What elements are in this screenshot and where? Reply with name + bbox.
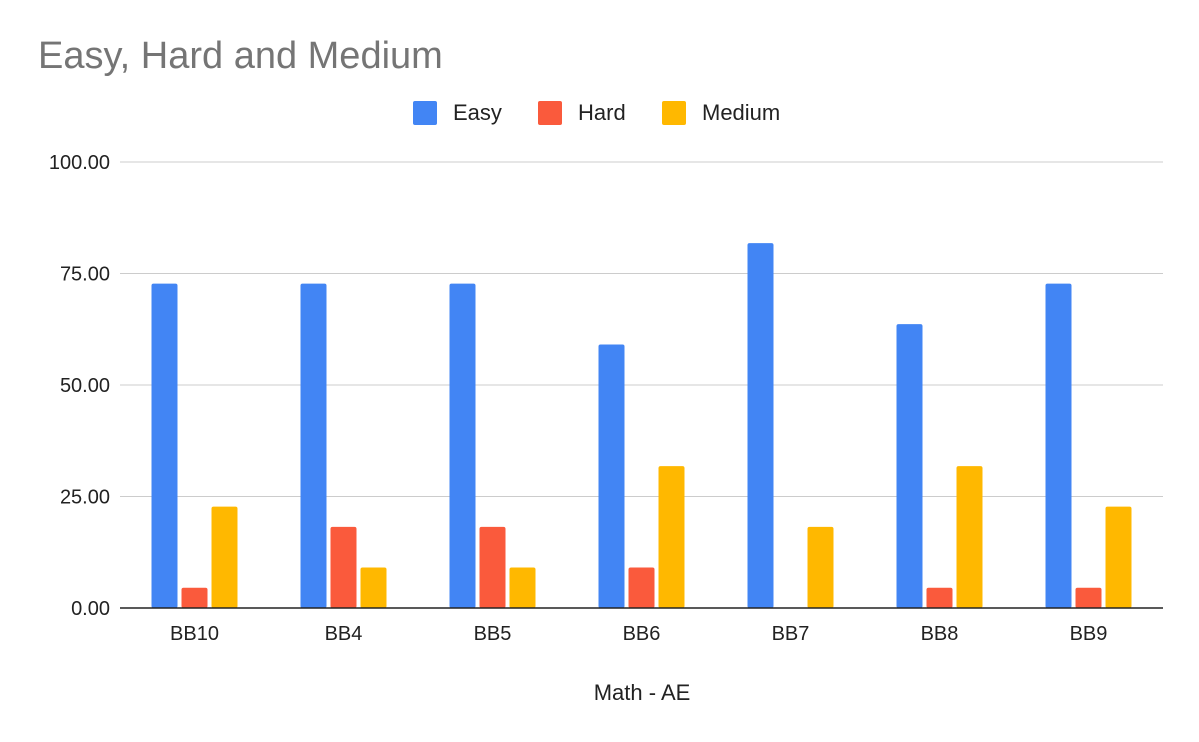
x-axis-ticks: BB10 BB4 BB5 BB6 BB7 BB8 BB9 [170, 623, 1107, 645]
legend-label-hard: Hard [578, 100, 626, 125]
bar-easy-bb9 [1045, 283, 1072, 608]
legend-swatch-easy [413, 101, 437, 125]
bars [151, 243, 1132, 608]
bar-easy-bb8 [896, 324, 923, 608]
grid [120, 161, 1163, 497]
bar-easy-bb5 [449, 283, 476, 608]
bar-medium-bb7 [807, 526, 834, 608]
y-tick-label: 100.00 [49, 152, 110, 174]
y-axis-ticks: 0.00 25.00 50.00 75.00 100.00 [49, 152, 110, 620]
x-axis-label: Math - AE [594, 680, 691, 705]
bar-medium-bb5 [509, 567, 536, 608]
bar-hard-bb10 [181, 587, 208, 608]
bar-hard-bb5 [479, 526, 506, 608]
y-tick-label: 0.00 [71, 598, 110, 620]
bar-hard-bb9 [1075, 587, 1102, 608]
x-tick-label: BB4 [325, 623, 363, 645]
bar-medium-bb4 [360, 567, 387, 608]
y-tick-label: 50.00 [60, 375, 110, 397]
bar-easy-bb6 [598, 344, 625, 608]
x-tick-label: BB9 [1070, 623, 1108, 645]
bar-hard-bb8 [926, 587, 953, 608]
bar-medium-bb9 [1105, 506, 1132, 608]
bar-easy-bb7 [747, 243, 774, 608]
x-tick-label: BB7 [772, 623, 810, 645]
x-tick-label: BB5 [474, 623, 512, 645]
y-tick-label: 75.00 [60, 264, 110, 286]
legend-label-medium: Medium [702, 100, 780, 125]
bar-medium-bb8 [956, 466, 983, 608]
legend-label-easy: Easy [453, 100, 502, 125]
x-tick-label: BB8 [921, 623, 959, 645]
legend: Easy Hard Medium [413, 100, 780, 125]
bar-medium-bb6 [658, 466, 685, 608]
x-tick-label: BB10 [170, 623, 219, 645]
x-tick-label: BB6 [623, 623, 661, 645]
chart-title: Easy, Hard and Medium [38, 35, 443, 77]
legend-swatch-medium [662, 101, 686, 125]
bar-easy-bb10 [151, 283, 178, 608]
bar-hard-bb6 [628, 567, 655, 608]
bar-hard-bb4 [330, 526, 357, 608]
bar-medium-bb10 [211, 506, 238, 608]
legend-swatch-hard [538, 101, 562, 125]
bar-easy-bb4 [300, 283, 327, 608]
y-tick-label: 25.00 [60, 487, 110, 509]
